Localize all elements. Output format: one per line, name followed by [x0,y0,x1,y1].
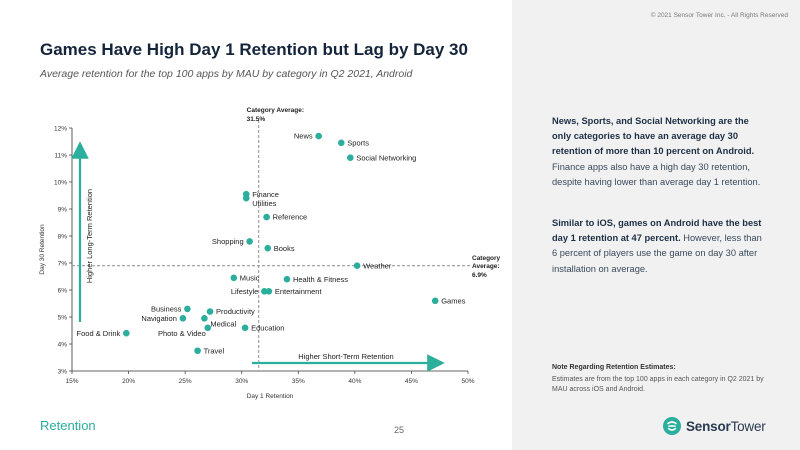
data-label: Finance [252,190,279,199]
data-point-games [431,297,439,305]
x-tick-label: 45% [405,378,418,385]
insight-paragraph-1: News, Sports, and Social Networking are … [552,114,762,190]
data-label: Travel [204,346,225,355]
data-point-food-drink [123,329,130,337]
data-label: Productivity [216,307,255,316]
avg-y-value: 6.9% [472,272,487,279]
data-point-education [241,324,249,332]
data-point-social-networking [347,154,354,161]
insight-paragraph-2: Similar to iOS, games on Android have th… [552,216,762,277]
y-tick-label: 5% [58,314,68,321]
y-tick-label: 9% [58,206,68,213]
x-tick-label: 25% [179,378,192,385]
copyright-text: © 2021 Sensor Tower Inc. - All Rights Re… [650,12,788,19]
y-tick-label: 11% [54,152,67,159]
data-point-lifestyle [261,288,268,295]
page-number: 25 [394,425,405,435]
retention-scatter-chart: 15% 20% 25% 30% 35% 40% 45% 50% 3% 4% 5% 6% 7% 8% 9% 10… [39,107,501,400]
avg-y-label-2: Average: [472,263,500,270]
data-label: News [294,132,313,141]
data-point-medical [201,315,208,322]
avg-x-value: 31.5% [247,116,266,123]
sensor-tower-logo-icon [663,417,681,435]
x-axis-title: Day 1 Retention [247,393,294,400]
section-label: Retention [40,418,96,433]
data-label: Education [251,323,284,332]
logo-text-rest: Tower [730,418,766,434]
data-label: Entertainment [275,287,323,296]
data-point-weather [353,262,361,270]
data-point-music [230,274,238,282]
insight-panel [512,0,800,450]
data-label: Games [441,296,465,305]
data-point-productivity [206,308,214,315]
insight-2-text: However, less than 6 percent of players … [552,233,762,274]
x-tick-label: 30% [235,378,248,385]
data-label: Social Networking [356,153,416,162]
data-label: Medical [210,319,236,328]
data-label: Health & Fitness [293,275,348,284]
y-tick-label: 4% [58,341,68,348]
long-term-arrow-label: Higher Long-Term Retention [85,189,94,283]
data-label: Books [274,244,295,253]
data-label: Reference [273,213,308,222]
insight-2-bold: Similar to iOS, games on Android have th… [552,218,762,244]
data-label: Navigation [141,314,176,323]
data-point-travel [194,347,201,355]
y-tick-label: 6% [58,287,68,294]
data-label: Lifestyle [231,287,259,296]
data-label: Sports [347,138,369,147]
avg-y-label: Category [472,255,501,262]
y-tick-label: 10% [54,179,67,186]
data-point-shopping [246,238,253,245]
logo-text-bold: Sensor [686,418,731,434]
x-tick-label: 50% [461,378,474,385]
y-tick-label: 12% [54,125,67,132]
note-body: Estimates are from the top 100 apps in e… [552,376,764,393]
logo-text: SensorTower [686,419,766,434]
x-tick-label: 15% [65,378,78,385]
y-tick-label: 7% [58,260,68,267]
data-label: Music [240,273,260,282]
page-title: Games Have High Day 1 Retention but Lag … [40,40,468,59]
x-tick-label: 20% [122,378,135,385]
data-label: Shopping [212,237,244,246]
data-point-reference [263,213,270,221]
data-point-utilities [242,194,250,202]
x-tick-label: 40% [348,378,361,385]
page-subtitle: Average retention for the top 100 apps b… [40,68,413,80]
x-tick-label: 35% [292,378,305,385]
avg-x-label: Category Average: [247,107,304,114]
data-point-health-fitness [283,275,291,283]
data-point-books [264,244,272,252]
data-point-business [184,305,191,313]
data-point-sports [337,139,345,147]
sensor-tower-logo: SensorTower [662,416,766,436]
data-point-entertainment [265,288,273,295]
y-axis-title: Day 30 Retention [39,224,46,275]
data-point-news [315,132,322,140]
data-point-photo-video [204,324,212,332]
short-term-arrow-label: Higher Short-Term Retention [298,352,393,361]
data-point-navigation [179,315,187,322]
insight-1-bold: News, Sports, and Social Networking are … [552,116,755,157]
data-label: Photo & Video [158,329,206,338]
data-label: Utilities [252,199,276,208]
data-label: Business [151,305,182,314]
data-label: Weather [363,261,392,270]
insight-1-text: Finance apps also have a high day 30 ret… [552,161,761,187]
y-tick-label: 3% [58,368,68,375]
note-title: Note Regarding Retention Estimates: [552,364,676,371]
y-tick-label: 8% [58,233,68,240]
data-label: Food & Drink [77,329,121,338]
